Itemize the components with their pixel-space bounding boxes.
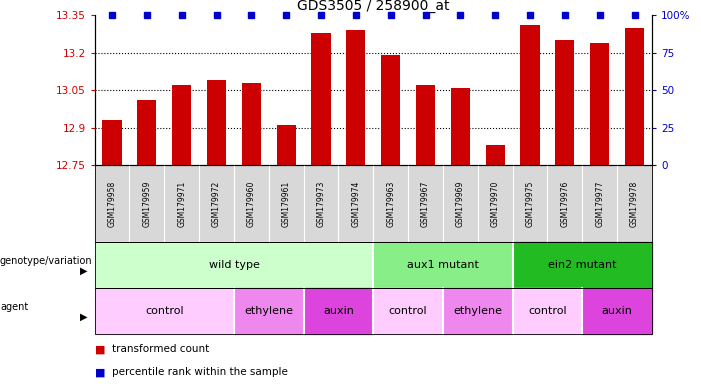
Text: aux1 mutant: aux1 mutant: [407, 260, 479, 270]
Text: control: control: [528, 306, 566, 316]
Bar: [590, 43, 609, 165]
Text: GSM179959: GSM179959: [142, 180, 151, 227]
Bar: [242, 83, 261, 165]
Text: ▶: ▶: [80, 266, 88, 276]
Title: GDS3505 / 258900_at: GDS3505 / 258900_at: [297, 0, 449, 13]
Bar: [207, 80, 226, 165]
Text: GSM179971: GSM179971: [177, 180, 186, 227]
Bar: [102, 120, 122, 165]
Text: GSM179961: GSM179961: [282, 180, 291, 227]
Text: percentile rank within the sample: percentile rank within the sample: [112, 367, 288, 377]
Bar: [486, 145, 505, 165]
Text: GSM179974: GSM179974: [351, 180, 360, 227]
Text: ■: ■: [95, 367, 109, 377]
Text: GSM179973: GSM179973: [317, 180, 325, 227]
Text: GSM179969: GSM179969: [456, 180, 465, 227]
Bar: [451, 88, 470, 165]
Bar: [555, 40, 574, 165]
Bar: [311, 33, 331, 165]
Text: GSM179972: GSM179972: [212, 180, 221, 227]
Text: GSM179975: GSM179975: [526, 180, 535, 227]
Text: agent: agent: [0, 302, 28, 312]
Text: transformed count: transformed count: [112, 344, 210, 354]
Bar: [137, 100, 156, 165]
Text: GSM179967: GSM179967: [421, 180, 430, 227]
Text: genotype/variation: genotype/variation: [0, 256, 93, 266]
Text: GSM179958: GSM179958: [107, 180, 116, 227]
Text: GSM179977: GSM179977: [595, 180, 604, 227]
Text: GSM179978: GSM179978: [630, 180, 639, 227]
Bar: [277, 125, 296, 165]
Bar: [625, 28, 644, 165]
Bar: [346, 30, 365, 165]
Text: auxin: auxin: [601, 306, 632, 316]
Text: auxin: auxin: [323, 306, 354, 316]
Text: ■: ■: [95, 344, 109, 354]
Bar: [381, 55, 400, 165]
Bar: [520, 25, 540, 165]
Bar: [172, 85, 191, 165]
Text: control: control: [145, 306, 184, 316]
Text: GSM179960: GSM179960: [247, 180, 256, 227]
Text: ein2 mutant: ein2 mutant: [548, 260, 616, 270]
Text: GSM179976: GSM179976: [560, 180, 569, 227]
Text: ethylene: ethylene: [244, 306, 293, 316]
Text: ethylene: ethylene: [454, 306, 503, 316]
Bar: [416, 85, 435, 165]
Text: GSM179970: GSM179970: [491, 180, 500, 227]
Text: wild type: wild type: [208, 260, 259, 270]
Text: GSM179963: GSM179963: [386, 180, 395, 227]
Text: ▶: ▶: [80, 312, 88, 322]
Text: control: control: [389, 306, 428, 316]
